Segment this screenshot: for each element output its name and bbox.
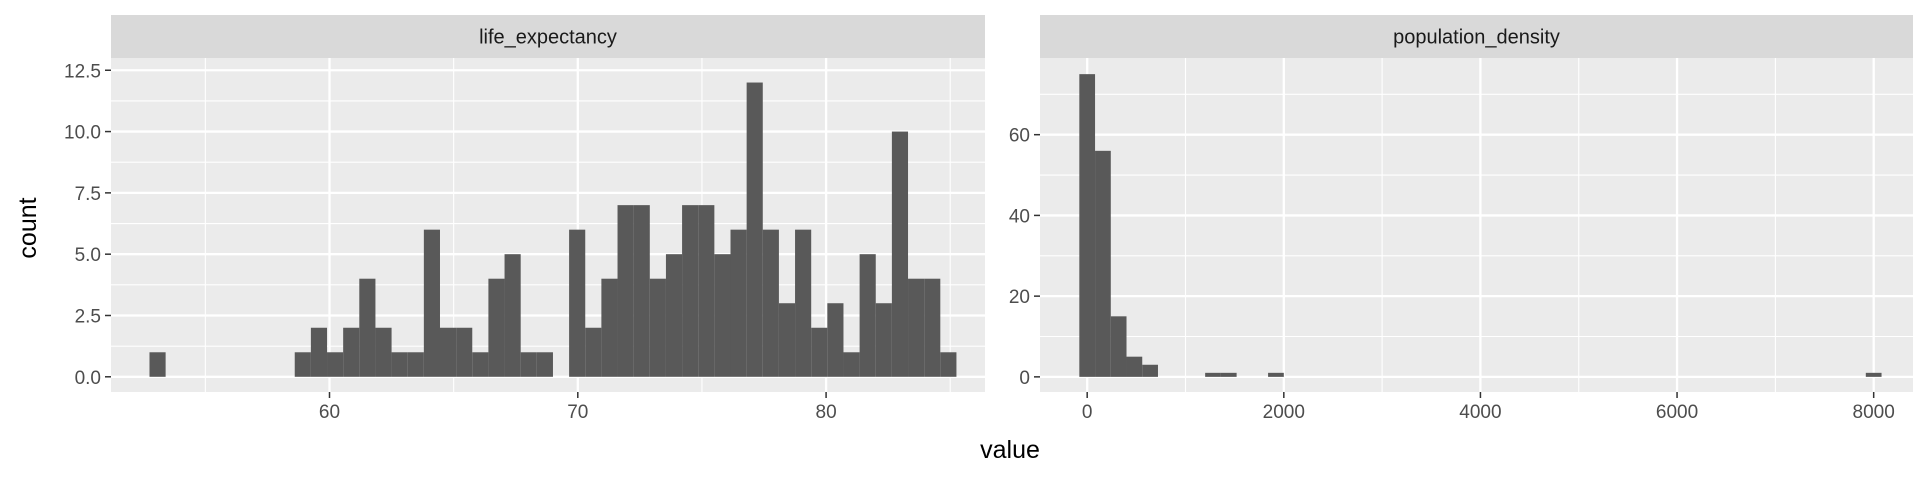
histogram-bar bbox=[504, 254, 521, 377]
y-tick-label: 0 bbox=[1019, 368, 1030, 389]
histogram-bar bbox=[1268, 372, 1284, 377]
y-tick-label: 10.0 bbox=[64, 123, 101, 144]
histogram-bar bbox=[536, 352, 553, 377]
facet-panel-life-expectancy: life_expectancy 60 70 80 0.0 2.5 5.0 7.5 10.0 12.… bbox=[64, 15, 985, 423]
histogram-bar bbox=[891, 131, 909, 377]
x-tick-label: 0 bbox=[1082, 402, 1093, 423]
facet-strip-label: life_expectancy bbox=[479, 27, 617, 49]
histogram-bar bbox=[1095, 150, 1111, 377]
histogram-bar bbox=[908, 278, 925, 377]
histogram-bar bbox=[375, 327, 392, 377]
x-tick-label: 60 bbox=[319, 402, 340, 423]
histogram-bar bbox=[569, 229, 586, 377]
histogram-bar bbox=[439, 327, 457, 377]
histogram-bar bbox=[843, 352, 860, 377]
histogram-bar bbox=[649, 278, 666, 377]
facet-panel-population-density: population_density 0 2000 4000 6000 8000 0 20 40… bbox=[1009, 15, 1913, 423]
histogram-bar bbox=[665, 254, 683, 377]
histogram-bar bbox=[472, 352, 489, 377]
y-tick-label: 12.5 bbox=[64, 61, 101, 82]
histogram-bar bbox=[827, 303, 844, 377]
histogram-bar bbox=[1079, 74, 1096, 377]
facet-strip bbox=[111, 15, 985, 58]
histogram-bar bbox=[456, 327, 473, 377]
histogram-bar bbox=[924, 278, 941, 377]
y-axis-title: count bbox=[14, 197, 42, 258]
x-tick-label: 6000 bbox=[1656, 402, 1698, 423]
histogram-bar bbox=[714, 254, 731, 377]
histogram-bar bbox=[859, 254, 876, 377]
histogram-bar bbox=[423, 229, 440, 377]
histogram-bar bbox=[682, 205, 699, 377]
histogram-bar bbox=[310, 327, 328, 377]
y-tick-label: 2.5 bbox=[75, 306, 101, 327]
histogram-bar bbox=[585, 327, 602, 377]
y-tick-label: 0.0 bbox=[75, 368, 101, 389]
histogram-bar bbox=[327, 352, 344, 377]
y-tick-label: 5.0 bbox=[75, 245, 101, 266]
histogram-bar bbox=[1142, 364, 1158, 377]
histogram-bar bbox=[746, 82, 763, 377]
histogram-bar bbox=[343, 327, 360, 377]
histogram-bar bbox=[778, 303, 796, 377]
facet-strip bbox=[1040, 15, 1913, 58]
x-tick-label: 70 bbox=[567, 402, 588, 423]
histogram-bar bbox=[795, 229, 812, 377]
panel-background bbox=[111, 58, 985, 392]
histogram-bar bbox=[149, 352, 166, 377]
histogram-bar bbox=[1865, 372, 1882, 377]
histogram-bar bbox=[940, 352, 957, 377]
histogram-bar bbox=[1110, 316, 1127, 377]
facet-strip-label: population_density bbox=[1393, 27, 1560, 49]
histogram-bar bbox=[391, 352, 408, 377]
histogram-bar bbox=[730, 229, 747, 377]
histogram-bar bbox=[617, 205, 634, 377]
histogram-bar bbox=[875, 303, 892, 377]
histogram-bar bbox=[1205, 372, 1221, 377]
x-tick-label: 80 bbox=[816, 402, 837, 423]
histogram-bar bbox=[359, 278, 376, 377]
y-tick-label: 20 bbox=[1009, 287, 1030, 308]
y-tick-label: 40 bbox=[1009, 206, 1030, 227]
panel-background bbox=[1040, 58, 1913, 392]
histogram-bar bbox=[601, 278, 618, 377]
histogram-bar bbox=[1126, 356, 1143, 377]
histogram-bar bbox=[762, 229, 779, 377]
y-tick-label: 7.5 bbox=[75, 184, 101, 205]
histogram-bar bbox=[811, 327, 828, 377]
histogram-bar bbox=[488, 278, 505, 377]
x-tick-label: 4000 bbox=[1459, 402, 1501, 423]
histogram-bar bbox=[698, 205, 715, 377]
x-axis-title: value bbox=[980, 436, 1040, 464]
histogram-bar bbox=[1220, 372, 1237, 377]
histogram-bar bbox=[294, 352, 311, 377]
x-tick-label: 8000 bbox=[1853, 402, 1895, 423]
histogram-bar bbox=[407, 352, 424, 377]
y-tick-label: 60 bbox=[1009, 126, 1030, 147]
x-tick-label: 2000 bbox=[1263, 402, 1305, 423]
histogram-bar bbox=[633, 205, 650, 377]
histogram-bar bbox=[520, 352, 537, 377]
